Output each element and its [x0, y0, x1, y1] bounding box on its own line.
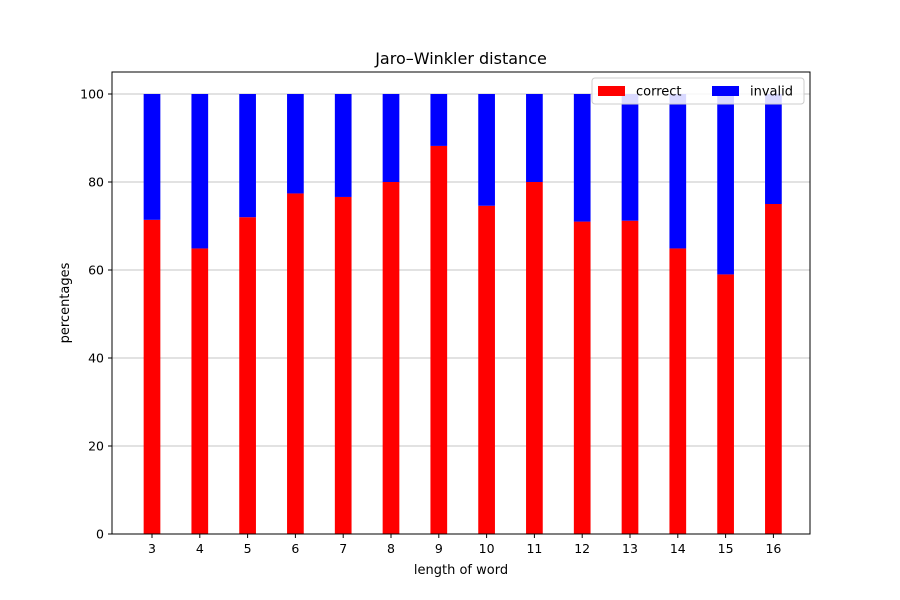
y-tick-label-100: 100: [80, 87, 104, 102]
bar-invalid-15: [717, 94, 734, 275]
chart-title: Jaro–Winkler distance: [374, 49, 547, 68]
bar-invalid-8: [382, 94, 400, 182]
y-axis-ticks: 0 20 40 60 80 100: [80, 87, 112, 542]
x-axis-label: length of word: [414, 563, 508, 578]
x-tick-label-5: 5: [244, 541, 252, 556]
x-tick-label-9: 9: [435, 541, 443, 556]
x-tick-label-12: 12: [574, 541, 590, 556]
x-tick-label-7: 7: [339, 541, 347, 556]
bar-correct-7: [334, 196, 352, 534]
legend-swatch-invalid: [712, 86, 739, 96]
x-tick-label-6: 6: [291, 541, 299, 556]
bar-invalid-13: [621, 94, 639, 221]
bar-correct-14: [669, 248, 687, 534]
bar-correct-11: [526, 182, 543, 534]
legend-label-correct: correct: [636, 85, 682, 100]
x-tick-label-15: 15: [718, 541, 734, 556]
bar-invalid-14: [669, 94, 687, 249]
x-tick-label-14: 14: [670, 541, 686, 556]
legend-label-invalid: invalid: [750, 85, 793, 100]
bar-correct-4: [191, 248, 209, 534]
x-tick-label-3: 3: [148, 541, 156, 556]
legend-box: [591, 77, 805, 105]
y-tick-label-0: 0: [96, 527, 104, 542]
bar-correct-12: [573, 221, 591, 534]
y-axis-label: percentages: [58, 262, 73, 343]
x-tick-label-11: 11: [526, 541, 542, 556]
x-axis-ticks: 3 4 5 6 7 8 9 10 11 12 13 14 15 16: [148, 534, 781, 556]
bar-correct-3: [143, 219, 161, 534]
x-tick-label-4: 4: [196, 541, 204, 556]
bar-invalid-12: [573, 94, 591, 222]
bar-correct-13: [621, 220, 639, 534]
bar-correct-15: [717, 274, 734, 534]
bar-invalid-9: [430, 94, 448, 146]
y-tick-label-80: 80: [88, 175, 104, 190]
bar-correct-16: [765, 204, 782, 534]
bar-correct-10: [478, 205, 495, 534]
grid-lines: [112, 93, 810, 447]
x-tick-label-13: 13: [622, 541, 638, 556]
x-tick-label-10: 10: [479, 541, 495, 556]
y-tick-label-60: 60: [88, 263, 104, 278]
bar-correct-9: [430, 145, 448, 535]
bar-correct-5: [239, 217, 256, 534]
x-tick-label-16: 16: [765, 541, 781, 556]
legend: correct invalid: [591, 77, 805, 105]
bar-correct-6: [287, 193, 304, 534]
bar-invalid-16: [765, 94, 782, 204]
bar-invalid-6: [287, 94, 304, 194]
bar-correct-8: [382, 182, 400, 534]
bar-invalid-7: [334, 94, 352, 197]
y-tick-label-40: 40: [88, 351, 104, 366]
bar-invalid-11: [526, 94, 543, 182]
bar-invalid-10: [478, 94, 495, 206]
bar-invalid-4: [191, 94, 209, 249]
legend-swatch-correct: [598, 86, 625, 96]
plot-frame: [111, 71, 811, 535]
bar-invalid-5: [239, 94, 256, 218]
bar-invalid-3: [143, 94, 161, 220]
x-tick-label-8: 8: [387, 541, 395, 556]
bars: [143, 94, 782, 535]
y-tick-label-20: 20: [88, 439, 104, 454]
